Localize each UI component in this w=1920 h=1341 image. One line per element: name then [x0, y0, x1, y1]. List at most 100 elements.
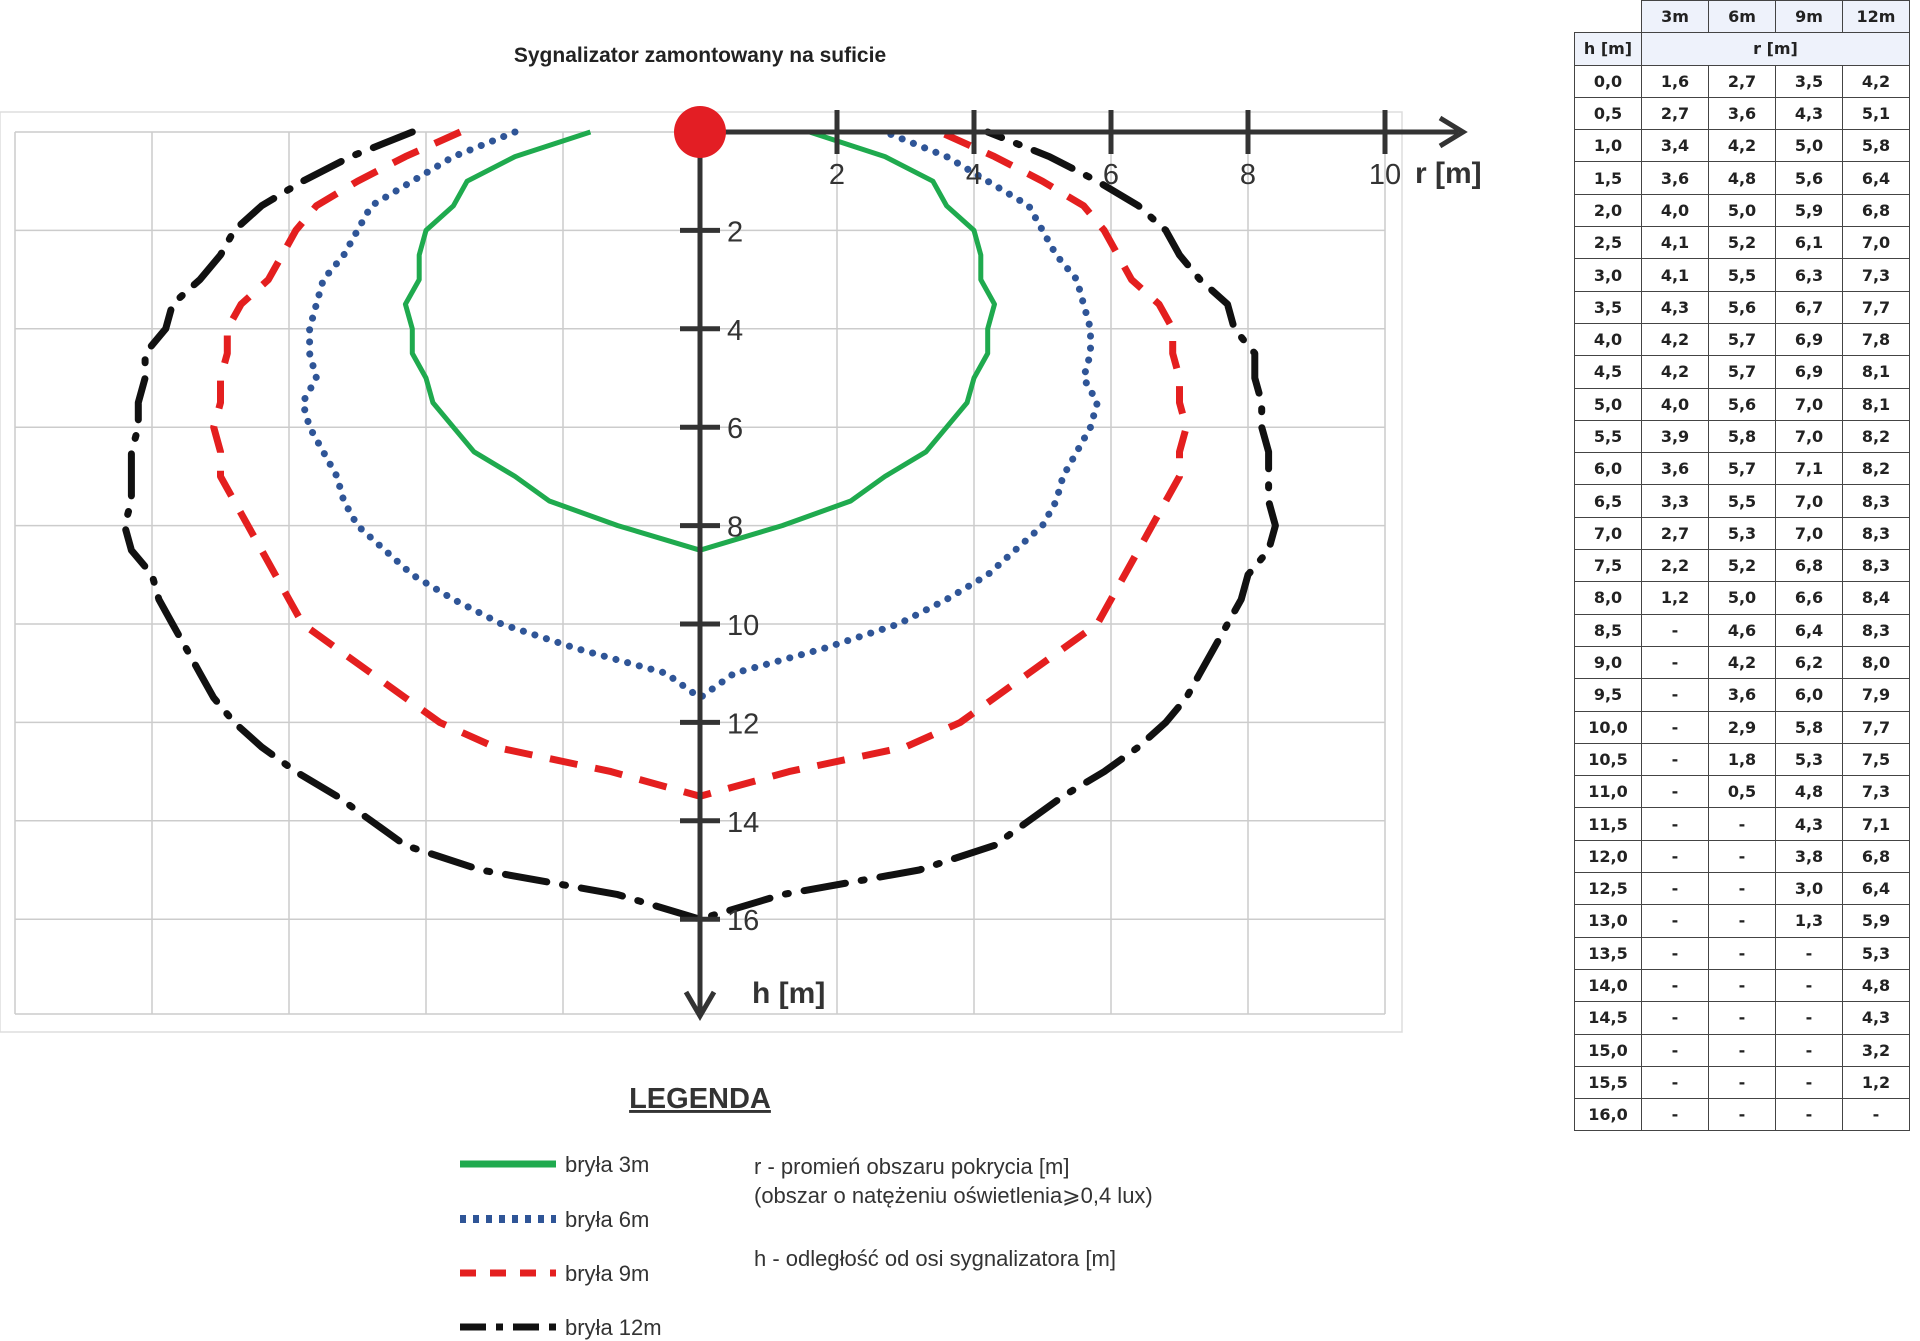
col-header-6m: 6m: [1708, 0, 1776, 34]
r-value-cell: 4,2: [1708, 645, 1776, 680]
table-row: 3,0 4,1 5,5 6,3 7,3: [1574, 258, 1910, 292]
r-value-cell: 5,3: [1842, 936, 1910, 970]
x-tick-label: 6: [1103, 159, 1119, 191]
r-value-cell: -: [1641, 1065, 1709, 1100]
r-value-cell: 8,3: [1842, 516, 1910, 551]
r-value-cell: 3,2: [1842, 1033, 1910, 1067]
h-value-cell: 5,0: [1574, 387, 1642, 421]
h-value-cell: 3,0: [1574, 258, 1642, 292]
table-row: 4,5 4,2 5,7 6,9 8,1: [1574, 355, 1910, 389]
r-value-cell: 4,3: [1775, 807, 1843, 841]
r-value-cell: -: [1641, 1098, 1709, 1132]
r-value-cell: 3,5: [1775, 64, 1843, 98]
r-value-cell: -: [1641, 710, 1709, 744]
r-value-cell: 4,2: [1641, 322, 1709, 357]
r-value-cell: 6,4: [1842, 161, 1910, 195]
r-value-cell: 8,1: [1842, 387, 1910, 421]
table-row: 11,0-0,5 4,8 7,3: [1574, 775, 1910, 809]
r-value-cell: 3,9: [1641, 419, 1709, 454]
h-value-cell: 4,5: [1574, 355, 1642, 389]
table-corner: [1574, 0, 1642, 34]
r-value-cell: 7,8: [1842, 322, 1910, 357]
r-value-cell: 8,2: [1842, 452, 1910, 486]
r-value-cell: 5,8: [1708, 419, 1776, 454]
col-header-9m: 9m: [1775, 0, 1843, 34]
r-value-cell: 4,0: [1641, 193, 1709, 228]
r-value-cell: -: [1641, 839, 1709, 874]
y-tick-label: 8: [727, 512, 743, 544]
x-tick-label: 4: [966, 159, 982, 191]
table-row: 1,5 3,6 4,8 5,6 6,4: [1574, 161, 1910, 195]
legend-item-6m: bryła 6m: [565, 1207, 649, 1232]
signal-device-marker: [674, 106, 726, 158]
r-value-cell: 8,3: [1842, 484, 1910, 518]
legend-item-12m: bryła 12m: [565, 1315, 662, 1340]
r-value-cell: 4,8: [1775, 775, 1843, 809]
r-value-cell: 5,3: [1708, 516, 1776, 551]
table-row: 13,5- - -5,3: [1574, 936, 1910, 970]
r-value-cell: 8,2: [1842, 419, 1910, 454]
r-value-cell: -: [1775, 936, 1843, 970]
h-value-cell: 3,5: [1574, 290, 1642, 324]
r-value-cell: 2,9: [1708, 710, 1776, 744]
table-row: 14,5- - -4,3: [1574, 1001, 1910, 1035]
y-axis-label: h [m]: [752, 977, 825, 1010]
r-header: r [m]: [1641, 32, 1910, 66]
x-axis-arrow-icon: [1438, 115, 1468, 149]
y-tick-label: 10: [727, 610, 759, 642]
table-row: 3,5 4,3 5,6 6,7 7,7: [1574, 290, 1910, 324]
h-value-cell: 10,5: [1574, 742, 1642, 777]
r-value-cell: -: [1641, 1033, 1709, 1067]
col-header-3m: 3m: [1641, 0, 1709, 34]
r-value-cell: 5,0: [1708, 193, 1776, 228]
r-value-cell: 3,6: [1641, 161, 1709, 195]
legend-title: LEGENDA: [629, 1083, 771, 1115]
r-value-cell: 2,7: [1641, 516, 1709, 551]
h-header: h [m]: [1574, 32, 1642, 66]
r-value-cell: -: [1641, 678, 1709, 712]
r-value-cell: 1,8: [1708, 742, 1776, 777]
r-value-cell: 8,1: [1842, 355, 1910, 389]
r-value-cell: 7,7: [1842, 290, 1910, 324]
r-value-cell: -: [1641, 1001, 1709, 1035]
r-value-cell: 8,0: [1842, 645, 1910, 680]
coverage-table-container: 3m 6m 9m 12m h [m] r [m] 0,0 1,6 2,7 3,5 4,2…: [1574, 0, 1910, 1132]
table-row: 0,5 2,7 3,6 4,3 5,1: [1574, 96, 1910, 131]
x-tick-label: 8: [1240, 159, 1256, 191]
y-tick-label: 2: [727, 216, 743, 248]
x-tick-label: 10: [1369, 159, 1401, 191]
r-value-cell: 4,2: [1842, 64, 1910, 98]
r-value-cell: 6,9: [1775, 322, 1843, 357]
r-value-cell: -: [1708, 968, 1776, 1003]
r-value-cell: 0,5: [1708, 775, 1776, 809]
h-value-cell: 7,0: [1574, 516, 1642, 551]
table-row: 8,5-4,6 6,4 8,3: [1574, 613, 1910, 647]
table-header-row: 3m 6m 9m 12m: [1574, 0, 1910, 34]
r-value-cell: 5,8: [1775, 710, 1843, 744]
h-value-cell: 14,0: [1574, 968, 1642, 1003]
h-value-cell: 7,5: [1574, 549, 1642, 583]
r-value-cell: -: [1641, 807, 1709, 841]
x-axis-label: r [m]: [1415, 157, 1482, 190]
h-value-cell: 6,5: [1574, 484, 1642, 518]
r-value-cell: 4,3: [1775, 96, 1843, 131]
table-row: 10,0-2,9 5,8 7,7: [1574, 710, 1910, 744]
h-value-cell: 9,5: [1574, 678, 1642, 712]
r-value-cell: 5,6: [1708, 387, 1776, 421]
r-value-cell: 5,6: [1775, 161, 1843, 195]
r-value-cell: -: [1708, 1001, 1776, 1035]
r-value-cell: 3,6: [1708, 678, 1776, 712]
r-value-cell: 5,2: [1708, 549, 1776, 583]
series-line: [121, 128, 1279, 923]
r-value-cell: -: [1775, 1098, 1843, 1132]
r-value-cell: 6,1: [1775, 226, 1843, 260]
h-value-cell: 13,0: [1574, 904, 1642, 938]
r-value-cell: -: [1708, 1098, 1776, 1132]
r-value-cell: 4,3: [1641, 290, 1709, 324]
r-value-cell: 7,3: [1842, 258, 1910, 292]
r-value-cell: -: [1641, 645, 1709, 680]
r-value-cell: 3,0: [1775, 872, 1843, 906]
y-tick-label: 16: [727, 905, 759, 937]
r-value-cell: 4,3: [1842, 1001, 1910, 1035]
r-value-cell: 4,1: [1641, 258, 1709, 292]
